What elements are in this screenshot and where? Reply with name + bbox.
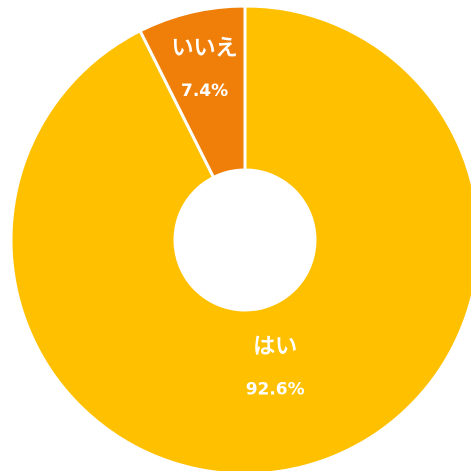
slice-value-label: 7.4% — [181, 81, 228, 101]
slice-label: はい — [253, 335, 297, 360]
donut-slice — [138, 4, 247, 180]
slice-label: いいえ — [172, 36, 238, 61]
slice-value-label: 92.6% — [246, 380, 305, 400]
donut-slice — [9, 4, 471, 471]
